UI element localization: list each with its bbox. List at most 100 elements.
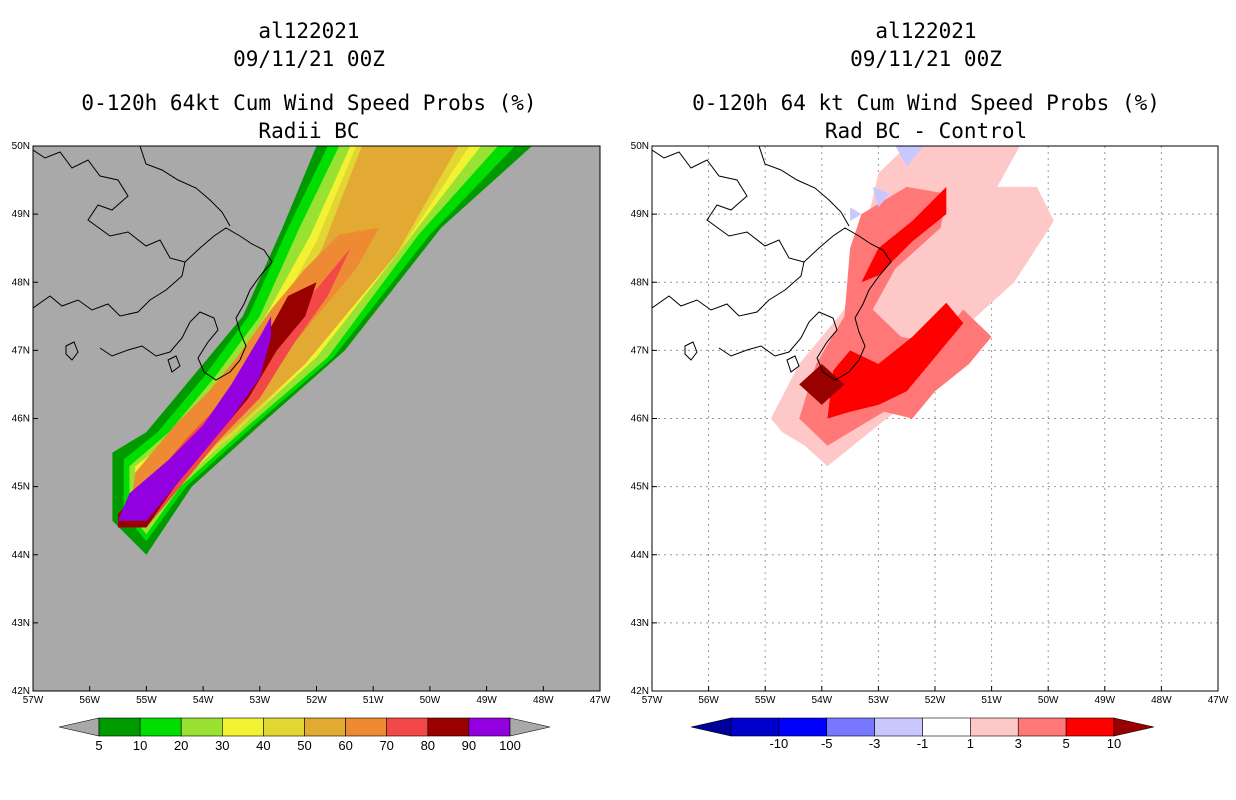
right-colorbar-segment <box>826 717 875 737</box>
left-colorbar-label: 10 <box>133 738 147 753</box>
right-colorbar-segment <box>874 717 923 737</box>
right-lat-label: 46N <box>631 414 649 425</box>
left-lon-label: 55W <box>136 695 157 706</box>
left-title-line-2: 09/11/21 00Z <box>233 47 385 71</box>
right-lat-label: 48N <box>631 277 649 288</box>
left-lon-label: 56W <box>79 695 100 706</box>
right-coastline-newfoundland <box>652 149 805 317</box>
right-title-line-2: 09/11/21 00Z <box>850 47 1002 71</box>
left-colorbar-label: 100 <box>499 738 521 753</box>
left-colorbar-label: 80 <box>421 738 435 753</box>
right-contour-level-5 <box>827 302 964 419</box>
right-coastline <box>652 146 892 381</box>
right-contour-level-5 <box>861 186 947 283</box>
left-colorbar-segment <box>222 717 264 737</box>
left-coastline-island-2 <box>167 355 181 373</box>
right-contours <box>770 146 1054 467</box>
right-lon-label: 52W <box>925 695 946 706</box>
right-lat-label: 47N <box>631 345 649 356</box>
right-lon-label: 50W <box>1038 695 1059 706</box>
right-contour-level-neg1 <box>850 207 862 221</box>
right-colorbar-label: 10 <box>1107 736 1121 751</box>
left-contours <box>112 146 533 555</box>
left-lat-label: 47N <box>12 345 30 356</box>
right-colorbar-label: -1 <box>917 736 929 751</box>
left-lon-label: 53W <box>250 695 271 706</box>
right-colorbar-label: 5 <box>1063 736 1070 751</box>
right-axes: 57W 56W 55W 54W 53W 52W 51W 50W 49W 48W 47W 42N 43N 4… <box>631 141 1229 706</box>
right-colorbar-label: -5 <box>821 736 833 751</box>
right-lon-label: 48W <box>1151 695 1172 706</box>
left-lon-label: 48W <box>533 695 554 706</box>
right-lon-label: 54W <box>812 695 833 706</box>
right-lat-label: 49N <box>631 209 649 220</box>
left-colorbar-label: 30 <box>215 738 229 753</box>
left-lon-label: 49W <box>476 695 497 706</box>
right-contour-level-10 <box>799 364 845 405</box>
right-colorbar-segment <box>778 717 828 737</box>
left-colorbar-label: 60 <box>338 738 352 753</box>
right-colorbar-segment <box>1065 717 1115 737</box>
left-colorbar-high-end <box>509 717 551 737</box>
right-title-line-1: al122021 <box>875 19 976 43</box>
right-panel: al122021 09/11/21 00Z 0-120h 64 kt Cum W… <box>631 19 1229 751</box>
left-lon-label: 52W <box>306 695 327 706</box>
right-title-line-4: Rad BC - Control <box>825 119 1027 143</box>
left-colorbar: 5 10 20 30 40 50 60 70 80 90 100 <box>58 717 551 753</box>
right-colorbar-segment <box>970 717 1019 737</box>
left-colorbar-label: 20 <box>174 738 188 753</box>
left-lat-label: 43N <box>12 618 30 629</box>
left-coastline-north <box>139 146 231 227</box>
right-colorbar-label: -3 <box>869 736 881 751</box>
right-coastline-island-1 <box>684 341 698 361</box>
left-coastline <box>33 146 273 381</box>
right-lon-label: 55W <box>755 695 776 706</box>
right-lon-label: 51W <box>981 695 1002 706</box>
right-contour-level-neg1 <box>872 186 890 208</box>
right-contour-level-neg1 <box>895 146 924 167</box>
right-lat-label: 45N <box>631 482 649 493</box>
left-colorbar-segment <box>180 717 223 737</box>
left-title-line-1: al122021 <box>258 19 359 43</box>
left-colorbar-segment <box>98 717 141 737</box>
right-lat-label: 50N <box>631 141 649 152</box>
right-colorbar: -10 -5 -3 -1 1 3 5 10 <box>690 717 1155 751</box>
right-lon-label: 53W <box>868 695 889 706</box>
left-coastline-avalon <box>99 227 273 381</box>
left-lat-label: 42N <box>12 686 30 697</box>
right-colorbar-low-end <box>690 717 732 737</box>
right-colorbar-label: 3 <box>1015 736 1022 751</box>
right-lon-label: 56W <box>698 695 719 706</box>
left-colorbar-low-end <box>58 717 100 737</box>
right-coastline-north <box>758 146 850 227</box>
left-title-line-4: Radii BC <box>258 119 359 143</box>
left-colorbar-segment <box>386 717 429 737</box>
left-colorbar-segment <box>427 717 470 737</box>
left-colorbar-segment <box>468 717 511 737</box>
left-colorbar-segment <box>345 717 388 737</box>
right-coastline-island-2 <box>786 355 800 373</box>
left-colorbar-segment <box>139 717 182 737</box>
right-colorbar-segment <box>1017 717 1067 737</box>
left-colorbar-segment <box>304 717 346 737</box>
left-lon-label: 57W <box>23 695 44 706</box>
right-lat-label: 42N <box>631 686 649 697</box>
left-colorbar-label: 50 <box>297 738 311 753</box>
right-colorbar-segment <box>922 717 971 737</box>
right-lat-label: 44N <box>631 550 649 561</box>
left-lon-label: 54W <box>193 695 214 706</box>
left-colorbar-label: 40 <box>256 738 270 753</box>
right-lon-label: 57W <box>642 695 663 706</box>
right-colorbar-label: 1 <box>967 736 974 751</box>
left-lat-label: 50N <box>12 141 30 152</box>
left-title-line-3: 0-120h 64kt Cum Wind Speed Probs (%) <box>81 91 536 115</box>
right-colorbar-label: -10 <box>769 736 788 751</box>
left-colorbar-label: 5 <box>95 738 102 753</box>
left-colorbar-label: 70 <box>379 738 393 753</box>
right-lon-label: 49W <box>1095 695 1116 706</box>
left-coastline-newfoundland <box>33 149 186 317</box>
right-lon-label: 47W <box>1208 695 1229 706</box>
left-lat-label: 49N <box>12 209 30 220</box>
left-colorbar-label: 90 <box>462 738 476 753</box>
